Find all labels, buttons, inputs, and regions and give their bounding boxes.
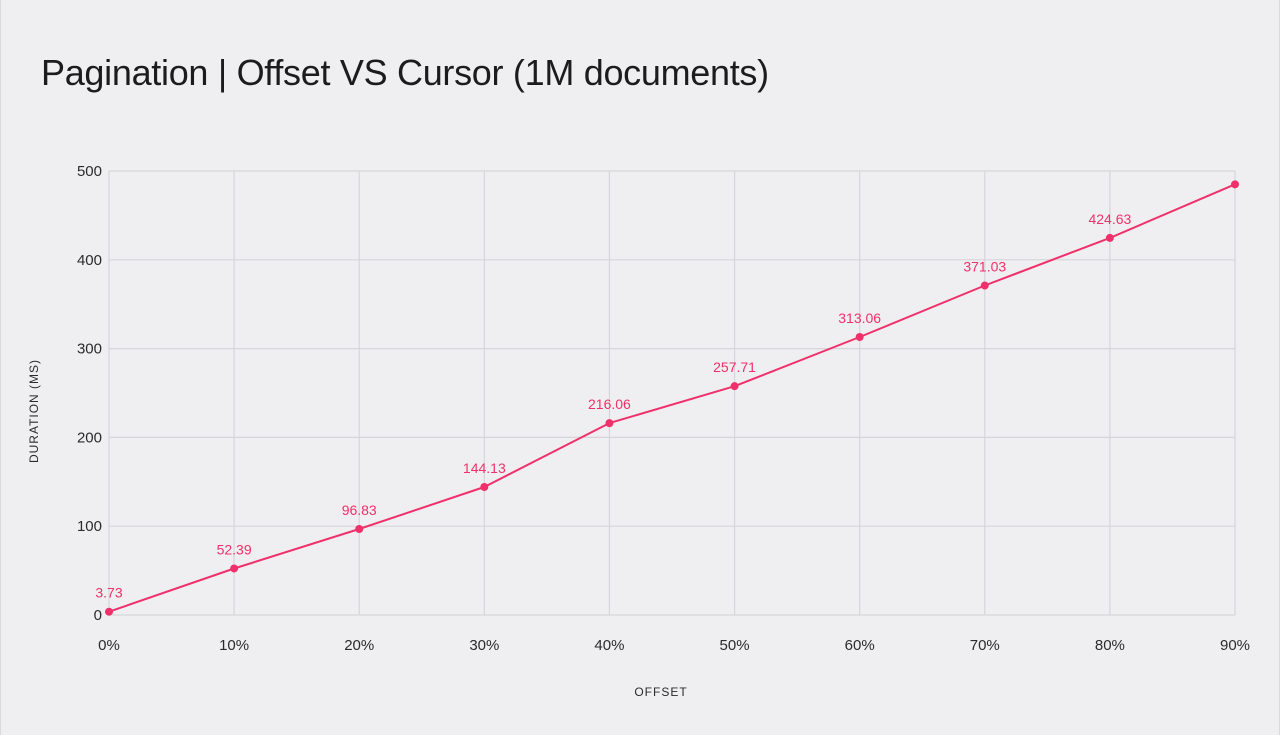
x-axis-ticks: 0% 10% 20% 30% 40% 50% 60% 70% 80% 90% [98,637,1250,654]
data-point [1231,180,1239,189]
data-label: 371.03 [963,259,1006,275]
x-tick-label: 20% [344,637,374,654]
series-line [108,183,1236,613]
x-tick-label: 40% [594,637,624,654]
y-tick-label: 100 [77,518,102,535]
y-tick-label: 400 [77,252,102,269]
data-label: 313.06 [838,310,881,326]
grid [108,170,1236,616]
x-tick-label: 60% [845,637,875,654]
data-point [355,525,364,534]
data-point [105,607,113,616]
data-point [980,281,989,290]
data-label: 52.39 [217,541,252,557]
y-axis-title: DURATION (MS) [27,359,41,463]
data-point [730,382,739,391]
data-point [1105,233,1114,242]
data-label: 144.13 [463,460,506,476]
x-tick-label: 70% [970,637,1000,654]
y-axis-ticks: 0 100 200 300 400 500 [77,163,102,624]
y-tick-label: 0 [94,607,102,624]
data-point [480,483,489,492]
data-point [855,333,864,342]
data-label: 216.06 [588,396,631,412]
y-tick-label: 200 [77,429,102,446]
x-axis-title: OFFSET [634,685,687,699]
x-tick-label: 10% [219,637,249,654]
x-tick-label: 80% [1095,637,1125,654]
x-tick-label: 90% [1220,637,1250,654]
y-tick-label: 300 [77,341,102,358]
data-labels: 3.73 52.39 96.83 144.13 216.06 257.71 313.06 37… [95,211,1131,601]
series-line-path [108,183,1236,613]
data-label: 96.83 [342,502,377,518]
chart-title: Pagination | Offset VS Cursor (1M docume… [41,52,769,93]
data-point [605,419,614,428]
y-tick-label: 500 [77,163,102,180]
data-points [105,180,1239,616]
data-point [230,564,239,573]
data-label: 424.63 [1088,211,1131,227]
x-tick-label: 0% [98,637,120,654]
data-label: 3.73 [95,585,122,601]
x-tick-label: 30% [469,637,499,654]
x-tick-label: 50% [720,637,750,654]
data-label: 257.71 [713,359,756,375]
